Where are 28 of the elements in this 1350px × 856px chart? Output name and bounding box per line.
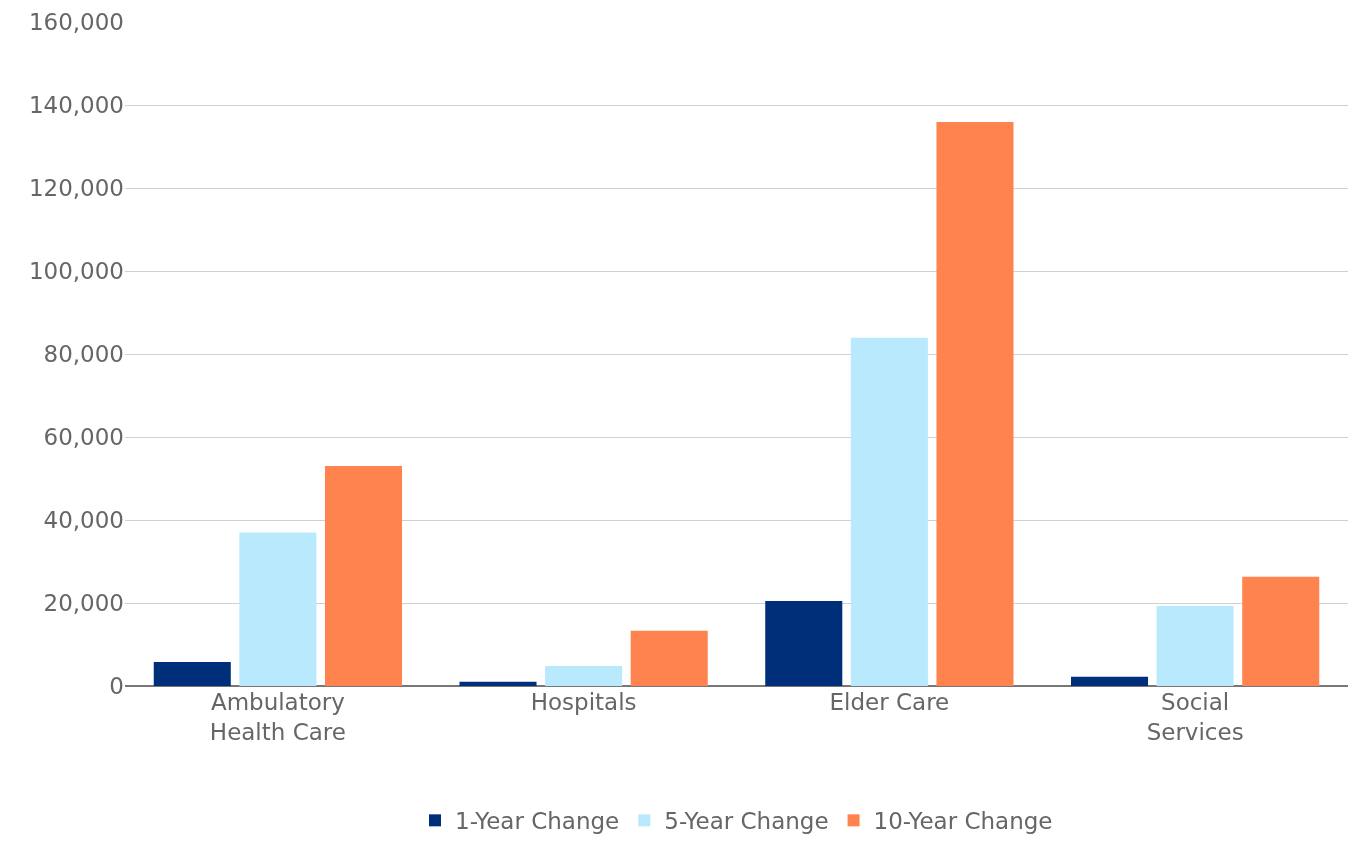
y-tick-label: 80,000 xyxy=(43,341,124,368)
y-tick-label: 20,000 xyxy=(43,590,124,617)
bar xyxy=(1156,605,1234,686)
y-tick-label: 160,000 xyxy=(28,9,124,36)
bar xyxy=(153,661,231,686)
y-tick-label: 100,000 xyxy=(28,258,124,285)
legend-label: 1-Year Change xyxy=(455,808,620,835)
x-tick-label: Social Services xyxy=(1146,689,1244,745)
y-tick-label: 120,000 xyxy=(28,175,124,202)
bar xyxy=(1070,676,1149,686)
y-tick-label: 0 xyxy=(109,673,124,700)
y-tick-label: 60,000 xyxy=(43,424,124,451)
bar xyxy=(936,122,1014,686)
bar xyxy=(765,600,843,686)
x-tick-label: Ambulatory Health Care xyxy=(209,689,346,745)
legend-label: 5-Year Change xyxy=(664,808,829,835)
bar xyxy=(1242,576,1320,686)
bar xyxy=(324,466,403,686)
y-tick-label: 140,000 xyxy=(28,92,124,119)
bar xyxy=(459,681,537,686)
bar xyxy=(239,532,317,686)
bar xyxy=(545,666,623,686)
legend-label: 10-Year Change xyxy=(873,808,1053,835)
bar xyxy=(630,630,708,686)
y-tick-label: 40,000 xyxy=(43,507,124,534)
x-tick-label: Elder Care xyxy=(829,689,950,715)
x-tick-label: Hospitals xyxy=(530,689,637,715)
bar xyxy=(850,337,928,686)
